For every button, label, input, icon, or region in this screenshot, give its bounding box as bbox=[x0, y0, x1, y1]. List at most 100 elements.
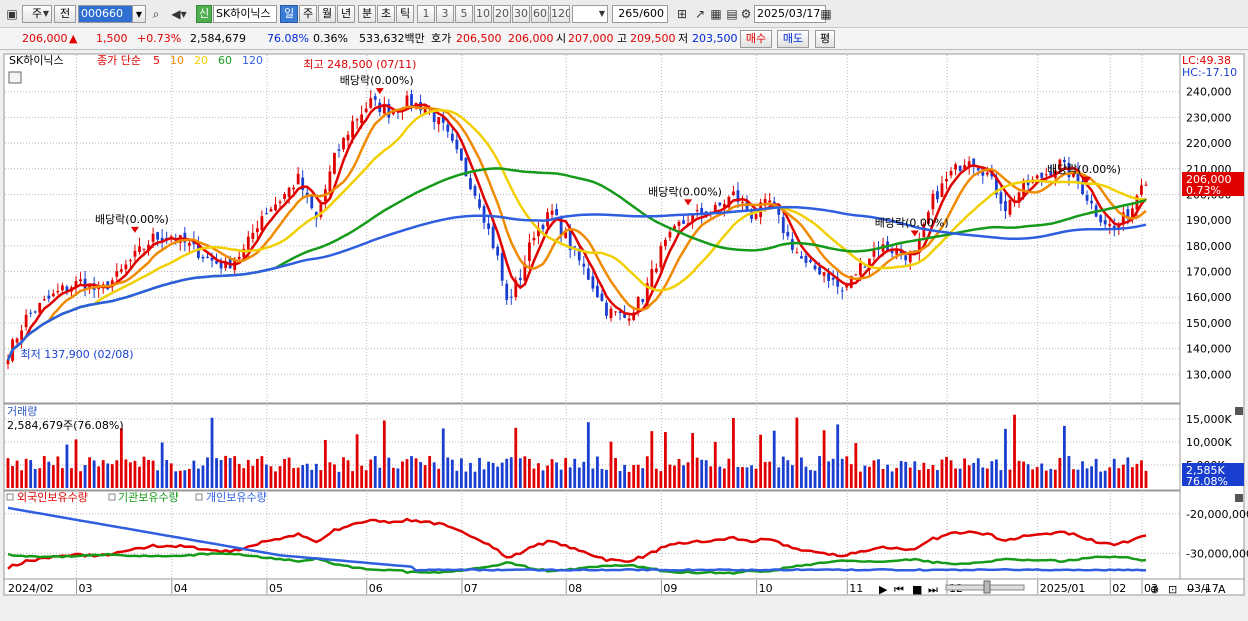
holdings-panel-close-icon[interactable] bbox=[1235, 494, 1243, 502]
calendar-icon[interactable]: ▦ bbox=[820, 7, 832, 21]
volume-bar bbox=[505, 458, 509, 488]
count-value: 265 bbox=[618, 7, 640, 20]
volume-bar bbox=[410, 456, 413, 488]
interval-5[interactable]: 5 bbox=[455, 5, 473, 23]
tab-week[interactable]: 주 bbox=[299, 5, 317, 23]
volume-bar bbox=[596, 456, 599, 488]
tab-year[interactable]: 년 bbox=[337, 5, 355, 23]
x-tick-label: 09 bbox=[663, 582, 677, 595]
stock-name-field[interactable]: SK하이닉스 bbox=[213, 5, 277, 23]
fit-icon[interactable]: ⊡ bbox=[1168, 583, 1177, 596]
code-value: 000660 bbox=[81, 7, 123, 20]
holdings-tick-label: -20,000,000 bbox=[1186, 508, 1248, 521]
interval-10[interactable]: 10 bbox=[474, 5, 492, 23]
turnover-rate: 0.36% bbox=[313, 32, 348, 45]
date-field[interactable]: 2025/03/17 bbox=[754, 5, 826, 23]
scroll-first-icon[interactable]: ⏮ bbox=[894, 583, 904, 596]
period-select[interactable]: 주 ▼ bbox=[22, 5, 52, 23]
tab-minute[interactable]: 분 bbox=[358, 5, 376, 23]
scroll-last-icon[interactable]: ⏭ bbox=[928, 583, 938, 596]
stop-icon[interactable]: ■ bbox=[912, 583, 922, 596]
eval-button[interactable]: 평 bbox=[815, 30, 835, 48]
panel-settings-icon[interactable] bbox=[8, 71, 22, 84]
volume-bar bbox=[119, 428, 123, 488]
volume-bar bbox=[518, 458, 522, 488]
candle-body bbox=[1008, 199, 1012, 215]
candle-body bbox=[124, 264, 128, 270]
candle-body bbox=[976, 168, 980, 171]
speaker-icon[interactable]: ◀▾ bbox=[171, 7, 187, 21]
volume-bar bbox=[482, 469, 486, 488]
sell-button[interactable]: 매도 bbox=[777, 30, 809, 48]
volume-bar bbox=[777, 467, 781, 488]
candle-body bbox=[446, 124, 450, 132]
indicator-icon[interactable]: ⊞ bbox=[676, 7, 688, 21]
volume-bar bbox=[623, 464, 627, 488]
zoom-in-icon[interactable]: + bbox=[1202, 583, 1211, 596]
price-change-pct: +0.73% bbox=[137, 32, 182, 45]
volume-bar bbox=[1049, 468, 1053, 488]
candle-body bbox=[219, 260, 223, 269]
volume-bar bbox=[750, 465, 753, 488]
print-icon[interactable]: ▤ bbox=[726, 7, 738, 21]
zoom-tool-icon[interactable]: ⊕ bbox=[1150, 583, 1159, 596]
volume-bar bbox=[713, 441, 717, 488]
price-tick-label: 170,000 bbox=[1186, 266, 1232, 279]
search-icon[interactable]: ⌕ bbox=[152, 7, 160, 21]
candle-body bbox=[532, 237, 536, 241]
count-field[interactable]: 265/600 bbox=[612, 5, 668, 23]
volume-bar bbox=[441, 428, 445, 488]
scroll-controls: ▶ ⏮ ■ ⏭ ⊕ ⊡ − + A bbox=[879, 580, 1226, 596]
candle-body bbox=[151, 233, 155, 242]
volume-bar bbox=[1117, 468, 1121, 488]
candle-body bbox=[945, 179, 948, 182]
tab-month[interactable]: 월 bbox=[318, 5, 336, 23]
volume-bar bbox=[908, 467, 912, 488]
prev-button[interactable]: 전 bbox=[54, 5, 76, 23]
candle-body bbox=[391, 110, 395, 115]
candle-body bbox=[283, 194, 286, 199]
scroll-right-icon[interactable]: ▶ bbox=[879, 583, 888, 596]
auto-scale-icon[interactable]: A bbox=[1218, 583, 1226, 596]
window-icon[interactable]: ▣ bbox=[6, 7, 18, 21]
interval-3[interactable]: 3 bbox=[436, 5, 454, 23]
draw-icon[interactable]: ↗ bbox=[694, 7, 706, 21]
current-price-tag bbox=[1182, 172, 1244, 196]
gear-icon[interactable]: ⚙ bbox=[740, 7, 752, 21]
interval-30[interactable]: 30 bbox=[512, 5, 530, 23]
volume-bar bbox=[627, 471, 631, 488]
crosshair-icon[interactable]: ▦ bbox=[710, 7, 722, 21]
tab-day[interactable]: 일 bbox=[280, 5, 298, 23]
volume-bar bbox=[759, 434, 763, 488]
interval-1[interactable]: 1 bbox=[417, 5, 435, 23]
scroll-thumb[interactable] bbox=[983, 580, 991, 594]
tab-second[interactable]: 초 bbox=[377, 5, 395, 23]
volume-bar bbox=[1130, 467, 1134, 488]
dividend-annotation: 배당락(0.00%) bbox=[340, 74, 414, 87]
tab-tick[interactable]: 틱 bbox=[396, 5, 414, 23]
buy-button[interactable]: 매수 bbox=[740, 30, 772, 48]
volume-bar bbox=[650, 431, 654, 488]
interval-20[interactable]: 20 bbox=[493, 5, 511, 23]
volume-bar bbox=[936, 470, 939, 488]
zoom-out-icon[interactable]: − bbox=[1186, 583, 1195, 596]
volume-bar bbox=[215, 458, 218, 488]
candle-body bbox=[296, 173, 300, 185]
current-volume-tag-value: 2,585K bbox=[1186, 464, 1225, 477]
volume-bar bbox=[65, 444, 69, 488]
volume-bar bbox=[618, 470, 622, 488]
stock-chart[interactable]: 배당락(0.00%) 배당락(0.00%) 배당락(0.00%) 배당락(0.00%)… bbox=[0, 50, 1248, 621]
candle-body bbox=[251, 232, 255, 239]
interval-60[interactable]: 60 bbox=[531, 5, 549, 23]
code-dropdown[interactable]: ▼ bbox=[132, 5, 146, 23]
candle-body bbox=[423, 107, 427, 114]
candle-body bbox=[600, 293, 604, 301]
custom-interval-select[interactable]: ▼ bbox=[572, 5, 608, 23]
volume-panel-close-icon[interactable] bbox=[1235, 407, 1243, 415]
volume-bar bbox=[636, 464, 640, 488]
volume-bar bbox=[795, 417, 799, 488]
candle-body bbox=[292, 187, 296, 190]
code-input[interactable]: 000660 bbox=[78, 5, 140, 23]
interval-120[interactable]: 120 bbox=[550, 5, 570, 23]
candle-body bbox=[505, 283, 509, 300]
